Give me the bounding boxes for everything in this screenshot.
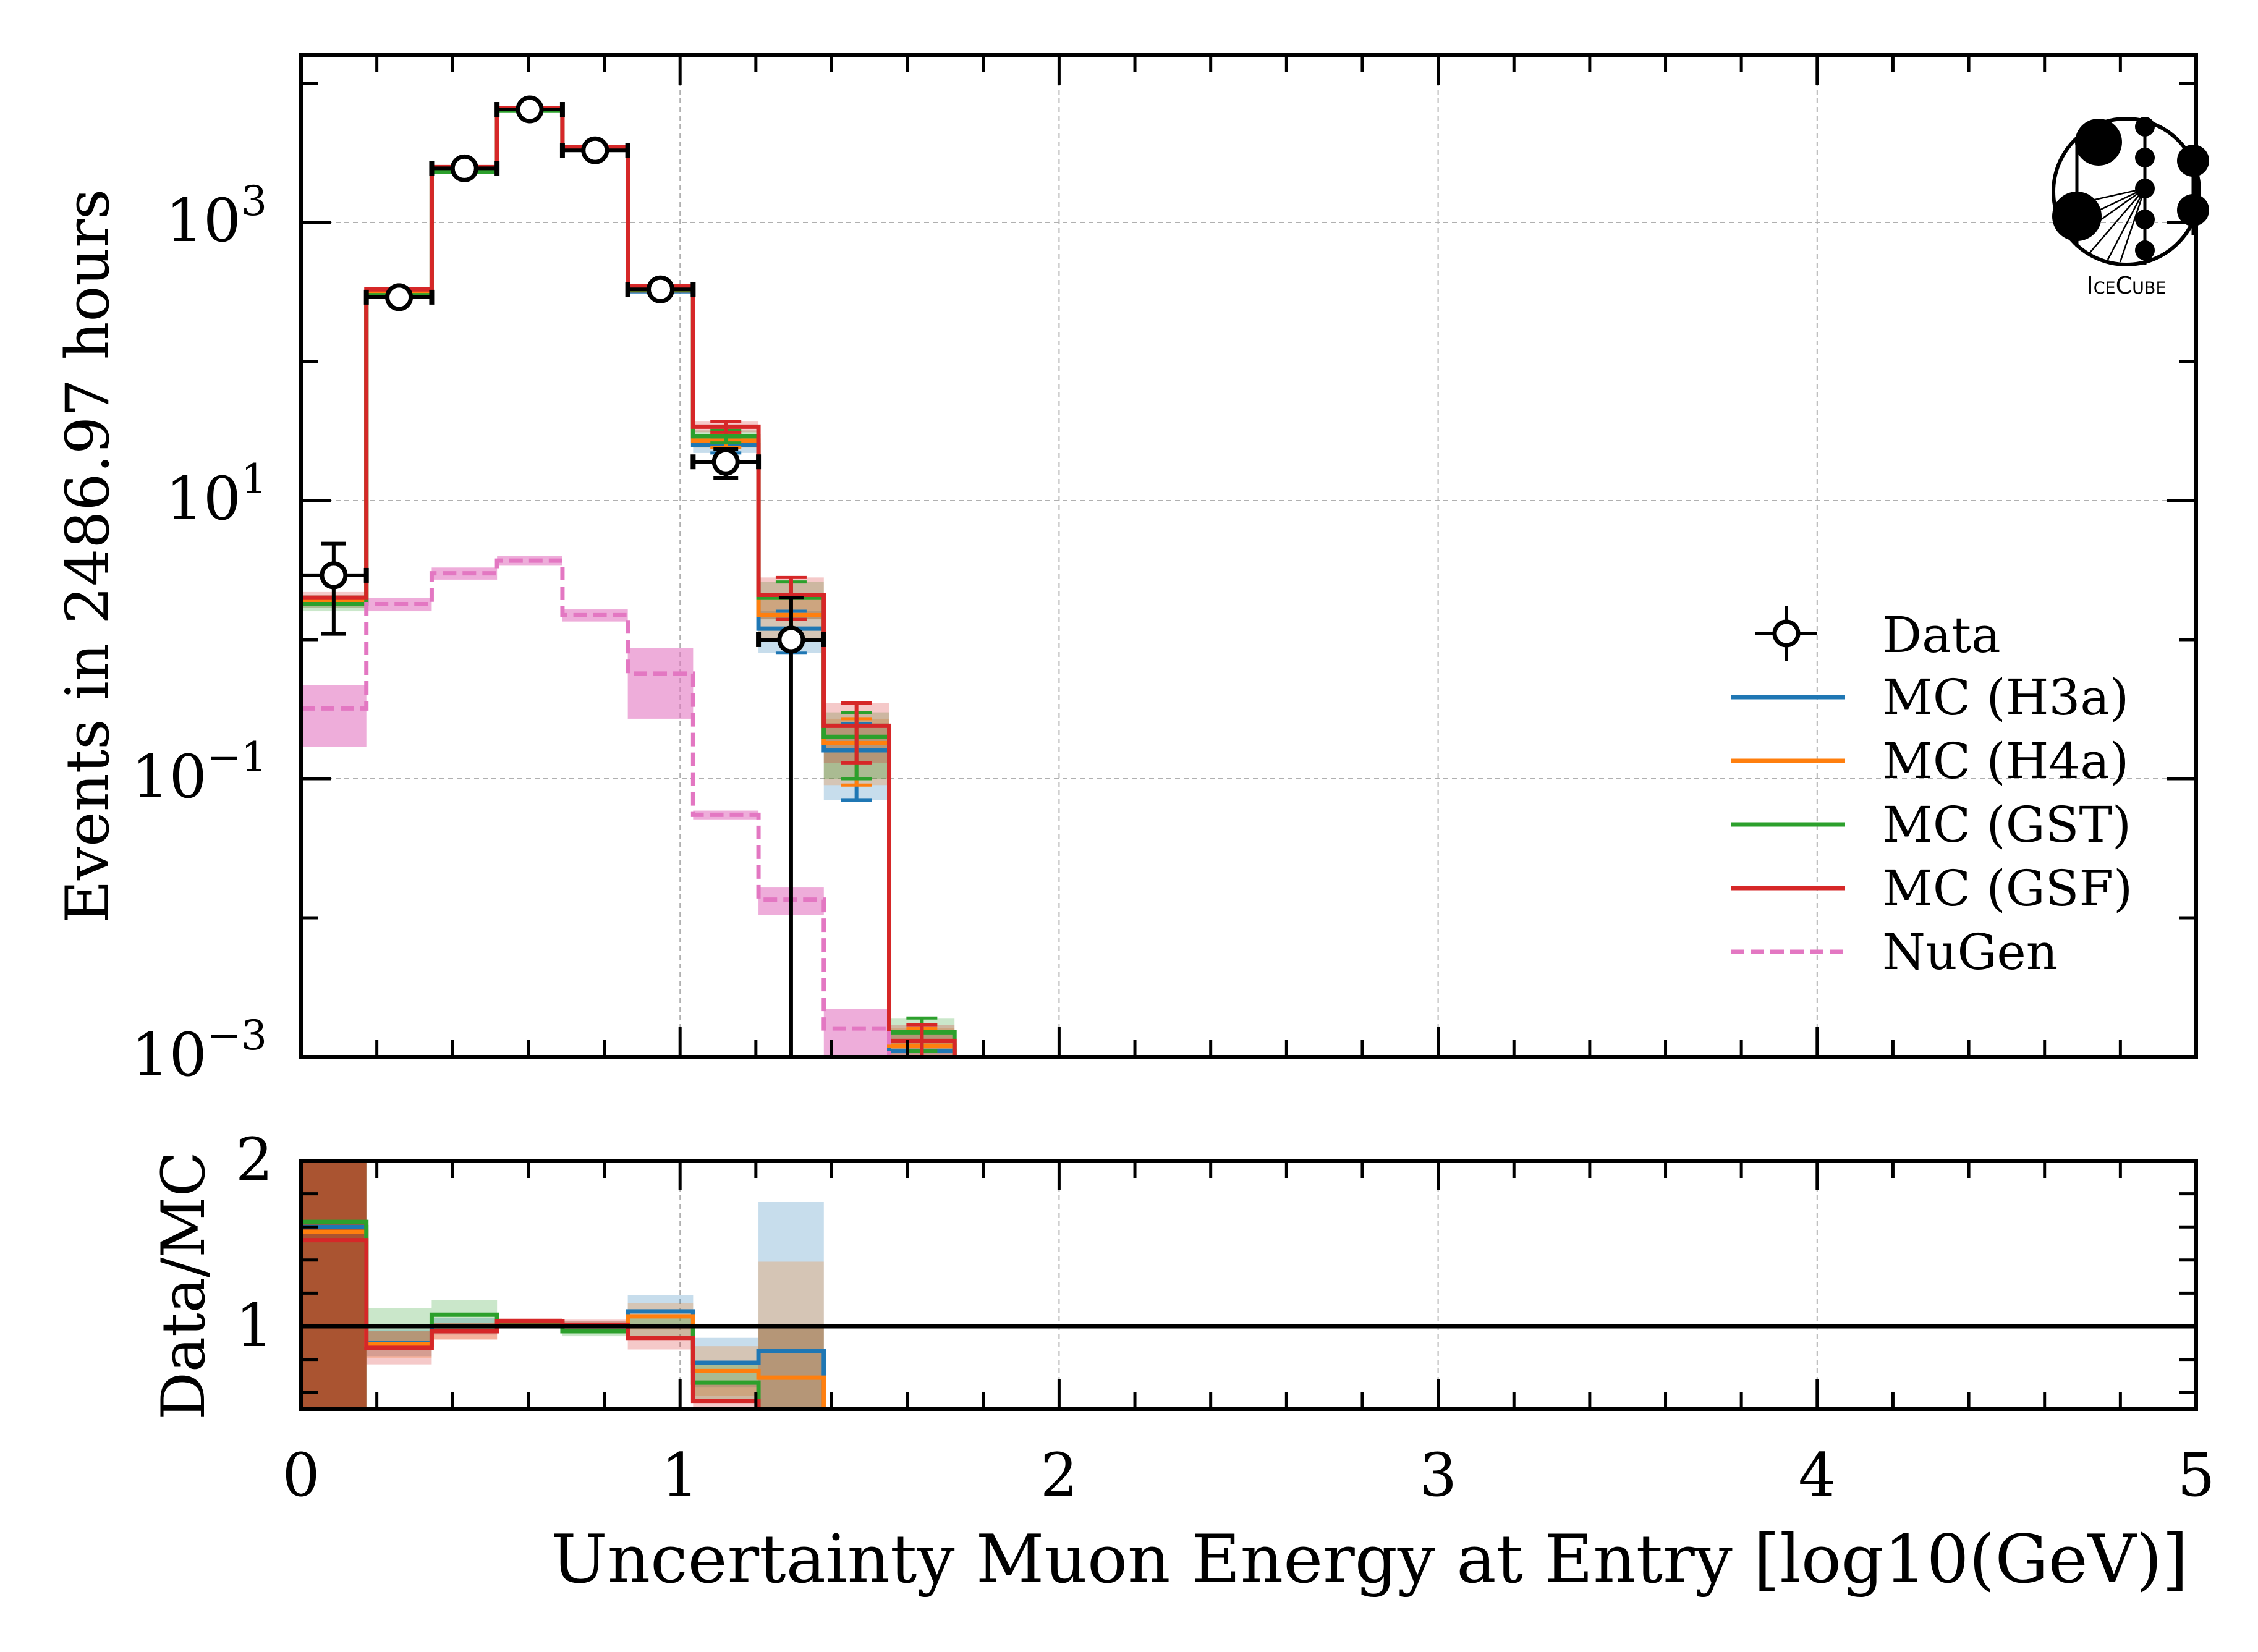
x-tick-label: 4 [1798,1441,1836,1510]
y-axis-label-main: Events in 2486.97 hours [53,189,122,923]
legend-item: MC (GST) [1731,796,2131,854]
main-axes-frame [299,53,2198,1059]
y-axis-label-ratio: Data/MC [149,1151,218,1420]
ratio-band [758,1202,824,1409]
y-tick-exponent: 3 [241,177,267,225]
legend-label: Data [1882,606,2001,664]
legend-data-marker [1772,619,1801,648]
legend-label: MC (H4a) [1882,732,2129,790]
data-point [320,561,348,590]
uncertainty-band [627,648,694,719]
legend-item: MC (GSF) [1731,860,2133,917]
y-tick-label: 1 [236,1291,273,1360]
series-line-NuGen [301,558,891,1057]
legend-label: MC (GSF) [1882,860,2133,917]
y-tick-exponent: −1 [207,734,267,781]
logo-text: IceCube [2087,272,2167,299]
ratio-band [758,1326,824,1409]
legend-item: NuGen [1731,923,2058,981]
y-tick-exponent: −3 [207,1012,267,1059]
legend-item-data: Data [1755,606,2001,664]
legend-label: MC (H3a) [1882,669,2129,726]
ratio-plot-area [301,1161,826,1409]
legend-label: MC (GST) [1882,796,2131,854]
legend-item: MC (H3a) [1731,669,2129,726]
x-tick-label: 0 [282,1441,320,1510]
uncertainty-band [823,1009,889,1057]
ratio-band [693,1381,759,1409]
ratio-band [758,1326,824,1409]
icecube-logo: IceCube [2052,117,2209,299]
data-point [777,625,805,654]
y-tick-label: 103 [166,177,267,255]
ratio-band [758,1261,824,1409]
uncertainty-band [301,685,367,747]
series-line-MC (GSF) [301,106,957,1057]
x-tick-label: 2 [1040,1441,1078,1510]
data-point [450,154,478,182]
x-axis-label: Uncertainty Muon Energy at Entry [log10(… [551,1521,2188,1598]
ratio-band [301,1161,367,1409]
x-tick-label: 1 [661,1441,699,1510]
y-tick-label: 2 [236,1125,273,1195]
y-tick-label: 10−3 [132,1012,267,1090]
data-point [581,136,609,164]
plot-area [301,95,957,1057]
data-point [385,283,414,311]
ratio-panel: 1 2 0 1 2 3 4 5 [236,1125,2215,1510]
x-tick-label: 5 [2177,1441,2215,1510]
data-point [711,447,740,476]
x-tick-label: 3 [1419,1441,1457,1510]
data-point [646,275,674,303]
data-point [516,95,544,124]
y-tick-label: 101 [166,455,267,533]
legend-item: MC (H4a) [1731,732,2129,790]
legend-label: NuGen [1882,923,2058,981]
ratio-axes-frame [299,1159,2198,1411]
y-tick-exponent: 1 [241,455,267,503]
y-tick-label: 10−1 [132,734,267,811]
